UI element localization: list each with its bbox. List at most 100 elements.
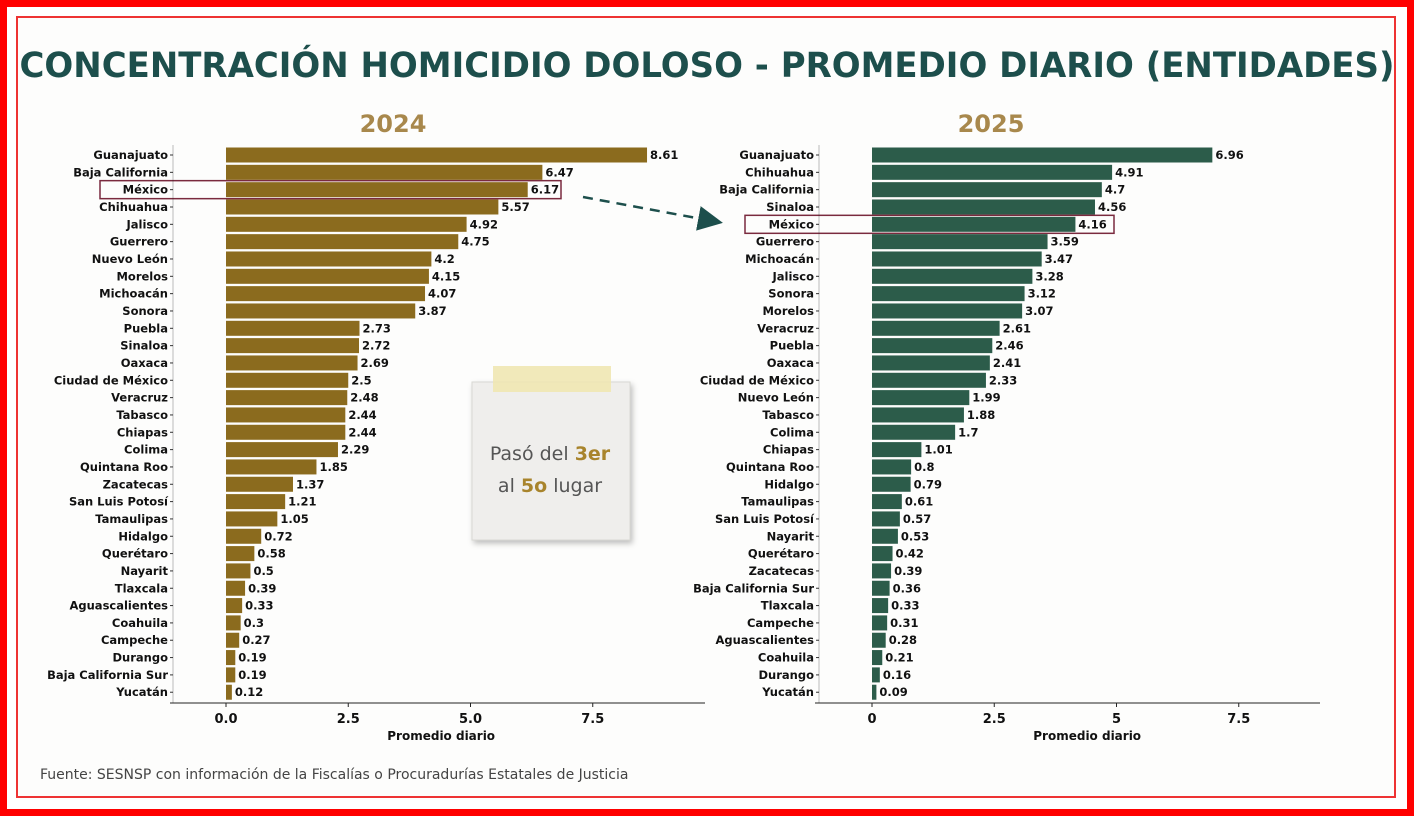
data-label: 0.3 (244, 616, 264, 630)
data-label: 4.16 (1078, 217, 1106, 231)
data-label: 5.57 (501, 200, 529, 214)
x-tick-label: 7.5 (581, 712, 604, 727)
category-label: Durango (759, 668, 815, 682)
bar (872, 563, 892, 579)
category-label: Chiapas (763, 443, 814, 457)
data-label: 2.73 (362, 321, 390, 335)
data-label: 0.28 (889, 633, 917, 647)
category-label: Zacatecas (103, 477, 169, 491)
data-label: 3.12 (1028, 287, 1056, 301)
category-label: Aguascalientes (715, 633, 814, 647)
category-label: Ciudad de México (700, 373, 814, 387)
category-label: Sonora (768, 287, 814, 301)
category-label: Guerrero (110, 235, 168, 249)
bar (872, 546, 893, 562)
bar (872, 528, 898, 544)
data-label: 3.87 (418, 304, 446, 318)
data-label: 0.12 (235, 685, 263, 699)
category-label: Campeche (747, 616, 814, 630)
data-label: 1.85 (319, 460, 347, 474)
bar (872, 147, 1213, 163)
data-label: 3.07 (1025, 304, 1053, 318)
data-label: 0.57 (903, 512, 931, 526)
category-label: Tlaxcala (761, 599, 814, 613)
bar (226, 459, 317, 475)
category-label: San Luis Potosí (715, 512, 815, 526)
data-label: 1.88 (967, 408, 995, 422)
bar (872, 650, 883, 666)
data-label: 0.72 (264, 529, 292, 543)
note-highlight-2: 5o (521, 475, 547, 497)
category-label: Coahuila (758, 651, 814, 665)
data-label: 2.72 (362, 339, 390, 353)
note-middle: al (498, 475, 521, 497)
data-label: 0.5 (253, 564, 273, 578)
category-label: Colima (770, 425, 814, 439)
data-label: 0.21 (885, 651, 913, 665)
data-label: 6.17 (531, 183, 559, 197)
category-label: Tamaulipas (95, 512, 168, 526)
category-label: Querétaro (748, 547, 814, 561)
bar (226, 684, 232, 700)
data-label: 1.05 (280, 512, 308, 526)
bar (226, 338, 360, 354)
category-label: Morelos (116, 269, 168, 283)
data-label: 2.69 (361, 356, 389, 370)
bar (872, 684, 877, 700)
note-highlight-1: 3er (575, 443, 611, 465)
category-label: Michoacán (99, 287, 168, 301)
category-label: Jalisco (126, 217, 169, 231)
bar (226, 476, 293, 492)
data-label: 0.36 (893, 581, 921, 595)
slide-panel (16, 16, 1396, 798)
bar (226, 650, 236, 666)
category-label: Quintana Roo (726, 460, 814, 474)
data-label: 0.58 (257, 547, 285, 561)
bar (226, 286, 426, 302)
category-label: Tlaxcala (115, 581, 168, 595)
data-label: 0.39 (248, 581, 276, 595)
bar (226, 511, 278, 527)
category-label: Guanajuato (739, 148, 814, 162)
category-label: Sinaloa (120, 339, 168, 353)
category-label: Baja California (719, 183, 814, 197)
data-label: 1.99 (972, 391, 1000, 405)
source-note: Fuente: SESNSP con información de la Fis… (40, 767, 628, 783)
data-label: 4.56 (1098, 200, 1126, 214)
bar (872, 164, 1113, 180)
data-label: 0.33 (891, 599, 919, 613)
data-label: 0.53 (901, 529, 929, 543)
bar (226, 303, 416, 319)
x-axis-label: Promedio diario (387, 729, 495, 743)
data-label: 0.16 (883, 668, 911, 682)
bar (872, 320, 1000, 336)
category-label: Michoacán (745, 252, 814, 266)
category-label: San Luis Potosí (69, 495, 169, 509)
note-suffix: lugar (547, 475, 602, 497)
sticky-note: Pasó del 3er al 5o lugar (471, 366, 631, 541)
category-label: Veracruz (111, 391, 168, 405)
data-label: 2.29 (341, 443, 369, 457)
bar (872, 355, 990, 371)
bar (872, 598, 889, 614)
category-label: Nayarit (767, 529, 815, 543)
bar (226, 182, 528, 198)
category-label: Guerrero (756, 235, 814, 249)
x-tick-label: 0.0 (214, 712, 237, 727)
category-label: Chihuahua (745, 165, 814, 179)
bar (226, 494, 286, 510)
category-label: Guanajuato (93, 148, 168, 162)
bar (226, 320, 360, 336)
bar (872, 338, 993, 354)
bar (226, 442, 338, 458)
highlight-box (99, 179, 562, 200)
bar (872, 303, 1023, 319)
category-label: Nuevo León (738, 391, 814, 405)
data-label: 3.28 (1035, 269, 1063, 283)
bar (872, 667, 880, 683)
bar (226, 528, 262, 544)
category-label: Zacatecas (749, 564, 815, 578)
data-label: 0.09 (879, 685, 907, 699)
